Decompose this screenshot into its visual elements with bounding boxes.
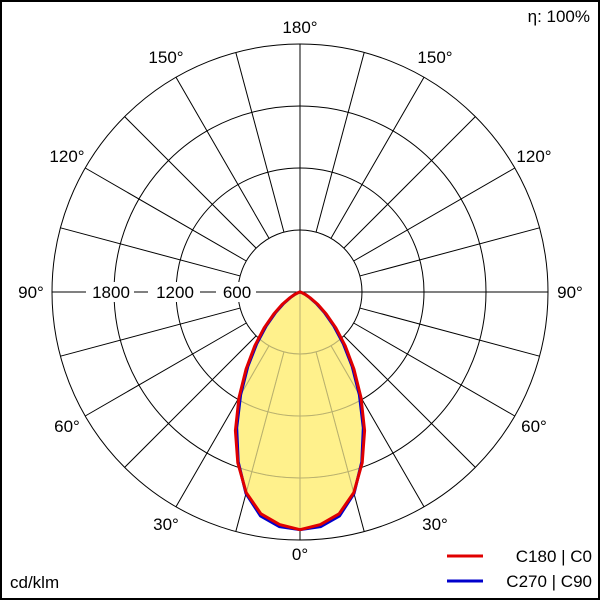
angle-labels: 180° 150° 150° 120° 120° 90° 90° 60° 60°…	[18, 18, 583, 564]
grid-spoke-105	[359, 227, 540, 277]
ring-label-bg-600	[216, 282, 256, 302]
angle-label-0-bottom: 0°	[292, 545, 308, 564]
grid-spoke-135	[343, 116, 476, 249]
grid-spoke-60	[353, 322, 516, 417]
grid-spoke-255	[60, 227, 241, 277]
legend: C180 | C0 C270 | C90	[447, 547, 592, 591]
grid-spoke-300	[84, 322, 247, 417]
grid-spoke-225	[124, 116, 257, 249]
angle-label-30-left: 30°	[153, 515, 179, 534]
grid-spoke-75	[359, 307, 540, 357]
angle-label-90-right: 90°	[557, 283, 583, 302]
unit-label: cd/klm	[10, 573, 59, 592]
angle-label-60-right: 60°	[521, 417, 547, 436]
radial-tick-labels: 1800 1200 600	[86, 282, 256, 302]
angle-label-150-right: 150°	[417, 48, 452, 67]
grid-spoke-45	[343, 335, 476, 468]
angle-label-90-left: 90°	[18, 283, 44, 302]
angle-label-180-top: 180°	[282, 18, 317, 37]
efficiency-label: η: 100%	[528, 7, 590, 26]
angle-label-120-right: 120°	[516, 147, 551, 166]
angle-label-60-left: 60°	[54, 417, 80, 436]
grid-ring-1200-overlay	[235, 292, 365, 417]
ring-label-1200: 1200	[156, 283, 194, 302]
ring-label-bg-1200	[148, 282, 200, 302]
grid-spoke-165	[315, 52, 365, 233]
angle-label-30-right: 30°	[422, 515, 448, 534]
grid-spoke-315	[124, 335, 257, 468]
angle-label-150-left: 150°	[148, 48, 183, 67]
angle-label-120-left: 120°	[49, 147, 84, 166]
grid-ring-600-overlay	[237, 292, 363, 355]
grid-spoke-195	[235, 52, 285, 233]
series-line-c180-c0	[233, 290, 367, 532]
grid-spoke-30-overlay	[330, 345, 365, 508]
legend-label-c180-c0: C180 | C0	[516, 547, 592, 566]
legend-label-c270-c90: C270 | C90	[506, 572, 592, 591]
grid-spoke-330-overlay	[235, 345, 270, 508]
ring-label-1800: 1800	[92, 283, 130, 302]
grid-spoke-285	[60, 307, 241, 357]
grid-ring-1800-overlay	[235, 292, 365, 479]
ring-label-bg-1800	[86, 282, 134, 302]
grid-spoke-120	[353, 167, 516, 262]
grid-spoke-210	[175, 76, 270, 239]
ring-label-600: 600	[223, 283, 251, 302]
grid-ring-2400	[51, 43, 549, 541]
grid-spoke-240	[84, 167, 247, 262]
grid-spoke-150	[330, 76, 425, 239]
